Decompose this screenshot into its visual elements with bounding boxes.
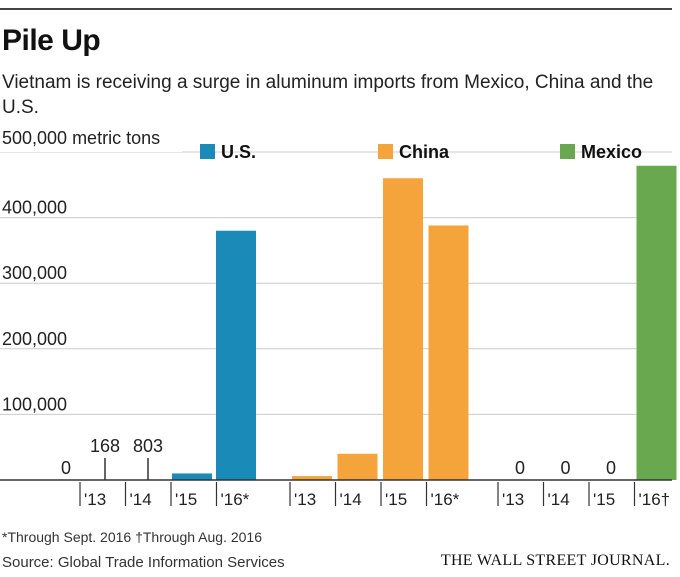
- data-label-mexico-1: 0: [560, 458, 570, 478]
- source-note: Source: Global Trade Information Service…: [2, 554, 285, 571]
- bar-china-2: [383, 178, 423, 481]
- legend-swatch-mexico: [560, 144, 575, 159]
- bar-us-4: [216, 230, 256, 480]
- chart-title: Pile Up: [2, 24, 101, 57]
- x-tick-label-china-0: '13: [294, 490, 316, 509]
- legend-label-china: China: [399, 142, 450, 162]
- bar-china-0: [292, 476, 332, 480]
- bar-china-1: [337, 453, 378, 480]
- y-tick-label-bg: [0, 195, 76, 217]
- data-label-us-2: 803: [133, 436, 163, 456]
- data-label-us-0: 0: [61, 458, 71, 478]
- y-tick-label-bg: [0, 392, 76, 414]
- bar-mexico-3: [636, 165, 677, 480]
- legend-label-us: U.S.: [221, 142, 256, 162]
- publisher-credit: THE WALL STREET JOURNAL.: [440, 552, 670, 569]
- legend-swatch-china: [378, 144, 393, 159]
- bar-us-3: [172, 473, 212, 480]
- y-tick-label-400000: 400,000: [2, 198, 67, 218]
- y-tick-label-bg: [0, 326, 76, 348]
- x-tick-label-mexico-3: '16†: [639, 490, 671, 509]
- data-label-mexico-2: 0: [606, 458, 616, 478]
- bar-chart: 100,000 200,000 300,000 400,000 500,000 metr…: [0, 130, 677, 509]
- top-rule: [0, 8, 672, 10]
- y-tick-label-500000: 500,000 metric tons: [2, 130, 160, 148]
- x-tick-label-china-1: '14: [340, 490, 362, 509]
- data-label-us-1: 168: [90, 436, 120, 456]
- y-tick-label-bg: [0, 261, 76, 283]
- legend-swatch-us: [200, 144, 215, 159]
- y-tick-label-100000: 100,000: [2, 394, 67, 414]
- x-tick-label-china-2: '15: [385, 490, 407, 509]
- x-tick-label-mexico-0: '13: [502, 490, 524, 509]
- x-tick-label-mexico-1: '14: [548, 490, 570, 509]
- x-tick-label-us-3: '16*: [221, 490, 250, 509]
- footnotes: *Through Sept. 2016 †Through Aug. 2016: [2, 529, 262, 545]
- data-label-mexico-0: 0: [515, 458, 525, 478]
- chart-subtitle: Vietnam is receiving a surge in aluminum…: [2, 72, 654, 118]
- y-tick-label-200000: 200,000: [2, 329, 67, 349]
- x-tick-label-us-1: '14: [130, 490, 152, 509]
- x-tick-label-us-2: '15: [175, 490, 197, 509]
- legend-label-mexico: Mexico: [581, 142, 642, 162]
- y-tick-label-bg: [0, 130, 182, 152]
- bar-china-3: [428, 225, 469, 480]
- x-tick-label-us-0: '13: [84, 490, 106, 509]
- x-tick-label-mexico-2: '15: [593, 490, 615, 509]
- x-tick-label-china-3: '16*: [431, 490, 460, 509]
- y-tick-label-300000: 300,000: [2, 263, 67, 283]
